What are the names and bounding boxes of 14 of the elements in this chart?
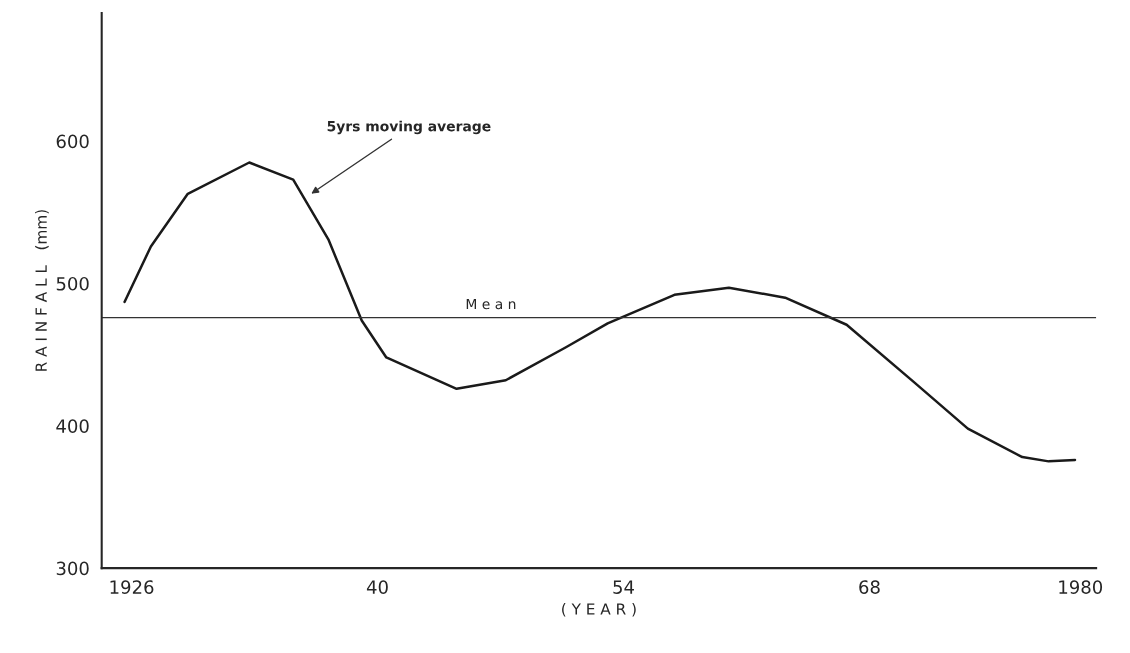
x-tick-label: 40 <box>366 580 388 594</box>
x-tick-label: 68 <box>859 580 880 594</box>
x-tick-label: 54 <box>613 580 634 594</box>
line-series <box>123 161 1077 463</box>
ref-line-label: M e a n <box>466 298 516 310</box>
y-tick-label: 600 <box>56 134 89 149</box>
y-tick-label: 400 <box>56 419 89 433</box>
annotation: 5yrs moving average <box>327 120 491 135</box>
x-axis-title: ( Y E A R ) <box>562 602 636 617</box>
x-tick-label: 1980 <box>1059 580 1103 594</box>
y-tick-label: 300 <box>56 561 89 576</box>
y-axis-title: R A I N F A L L (mm) <box>35 210 49 371</box>
y-tick-label: 500 <box>56 276 89 291</box>
x-tick-label: 1926 <box>110 580 154 594</box>
